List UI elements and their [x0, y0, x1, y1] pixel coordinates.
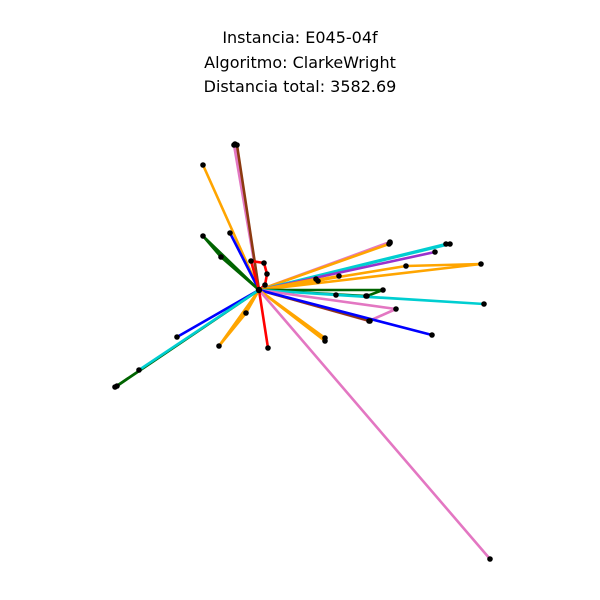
customer-node [487, 556, 493, 562]
customer-node [386, 241, 392, 247]
route-5 [201, 234, 260, 291]
customer-node [174, 334, 180, 340]
customer-node [333, 292, 339, 298]
route-24 [137, 288, 260, 372]
customer-node [216, 343, 222, 349]
customer-node [478, 261, 484, 267]
customer-node [136, 367, 142, 373]
customer-node [112, 384, 118, 390]
customer-node [380, 287, 386, 293]
customer-node [443, 241, 449, 247]
customer-node [403, 263, 409, 269]
title-distance: Distancia total: 3582.69 [203, 77, 397, 96]
title-instance: Instancia: E045-04f [222, 28, 378, 47]
customer-node [261, 260, 267, 266]
customer-node [429, 332, 435, 338]
customer-node [234, 142, 240, 148]
customer-node [393, 306, 399, 312]
routes-layer [113, 142, 492, 561]
customer-node [447, 241, 453, 247]
customer-node [322, 338, 328, 344]
customer-node [313, 276, 319, 282]
customer-node [481, 301, 487, 307]
route-19 [258, 289, 492, 561]
customer-node [248, 258, 254, 264]
customer-node [200, 233, 206, 239]
customer-node [367, 318, 373, 324]
customer-node [363, 293, 369, 299]
route-21 [217, 289, 261, 348]
customer-node [227, 230, 233, 236]
route-14 [258, 288, 486, 306]
customer-node [218, 254, 224, 260]
nodes-layer [112, 141, 493, 562]
customer-node [336, 273, 342, 279]
customer-node [243, 310, 249, 316]
customer-node [265, 345, 271, 351]
title-algorithm: Algoritmo: ClarkeWright [204, 52, 396, 72]
depot-node [255, 286, 263, 294]
customer-node [264, 271, 270, 277]
chart-title: Instancia: E045-04f Algoritmo: ClarkeWri… [0, 26, 600, 100]
customer-node [200, 162, 206, 168]
customer-node [262, 282, 268, 288]
customer-node [432, 249, 438, 255]
